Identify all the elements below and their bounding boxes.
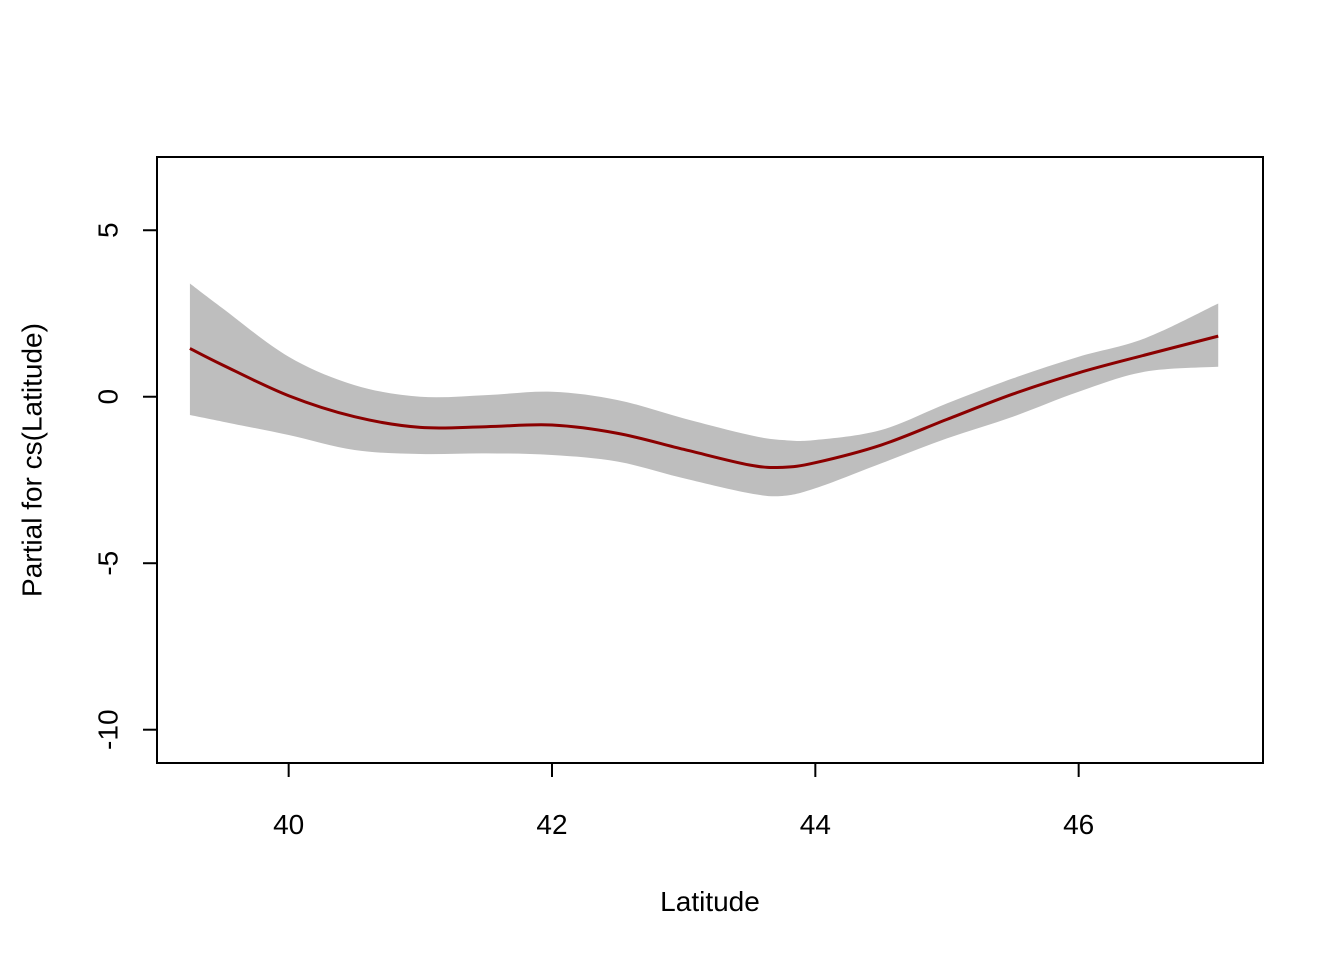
fit-line [189,334,1219,470]
x-axis-title: Latitude [660,886,760,917]
x-tick-label: 46 [1063,809,1094,840]
x-axis: 40 42 44 46 [273,762,1094,840]
y-tick-label: -10 [92,709,123,749]
confidence-band [189,283,1219,497]
y-tick-label: -5 [92,551,123,576]
y-tick-label: 5 [92,222,123,238]
y-tick-label: 0 [92,389,123,405]
y-axis-title: Partial for cs(Latitude) [16,323,47,597]
line-layer [189,334,1219,470]
x-tick-label: 40 [273,809,304,840]
x-tick-label: 42 [536,809,567,840]
band-layer [189,283,1219,497]
x-tick-label: 44 [800,809,831,840]
y-axis: -10 -5 0 5 [92,222,158,750]
